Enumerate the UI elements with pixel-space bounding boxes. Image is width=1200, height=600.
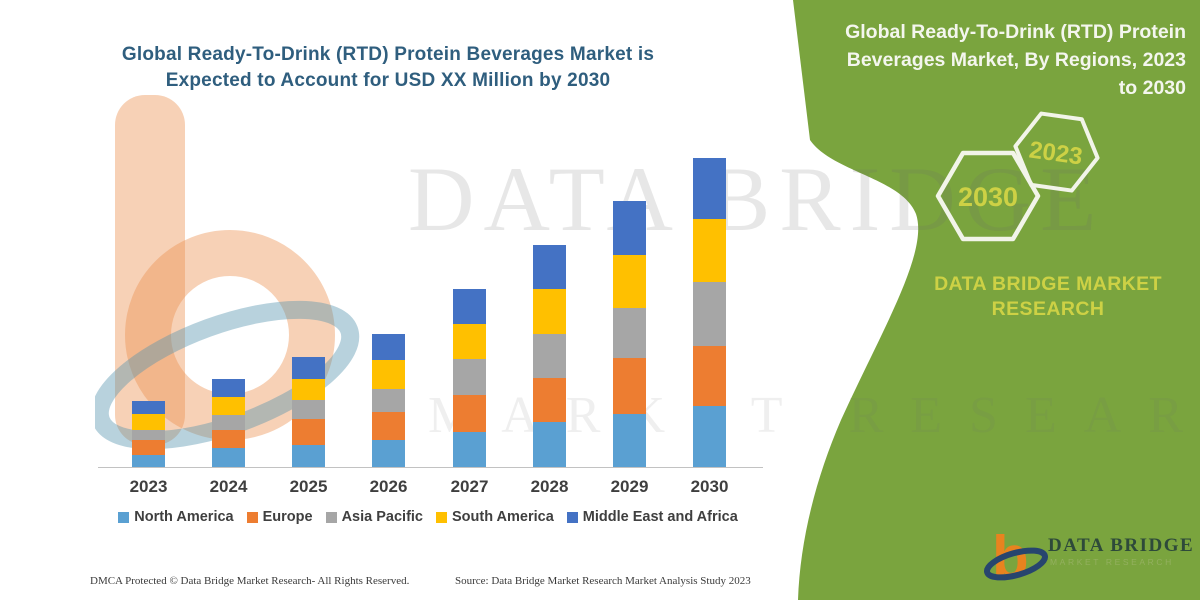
chart-title: Global Ready-To-Drink (RTD) Protein Beve… [58, 42, 718, 94]
brand-text-line2: RESEARCH [991, 298, 1105, 320]
bar-segment-2026-south-america [372, 360, 405, 389]
bar-segment-2023-asia-pacific [132, 430, 165, 440]
x-axis-label-2029: 2029 [610, 477, 649, 496]
bar-segment-2027-europe [453, 395, 486, 432]
side-panel-title-line3: to 2030 [1118, 77, 1186, 99]
dbmr-logo-name: DATA BRIDGE [1048, 535, 1194, 556]
footer-dmca-text: DMCA Protected © Data Bridge Market Rese… [90, 575, 410, 587]
brand-text-line1: DATA BRIDGE MARKET [934, 273, 1162, 295]
bar-segment-2028-north-america [533, 422, 566, 467]
bar-segment-2025-asia-pacific [292, 400, 325, 419]
footer-source-text: Source: Data Bridge Market Research Mark… [455, 575, 751, 587]
legend-label: North America [134, 509, 234, 525]
bar-segment-2027-middle-east-and-africa [453, 289, 486, 324]
bar-segment-2029-middle-east-and-africa [613, 201, 646, 255]
legend-swatch [118, 511, 130, 523]
bar-segment-2030-north-america [693, 406, 726, 467]
bar-segment-2026-europe [372, 412, 405, 440]
x-axis-label-2027: 2027 [450, 477, 489, 496]
legend-swatch [325, 511, 337, 523]
bar-segment-2024-south-america [212, 397, 245, 415]
x-axis-label-2030: 2030 [690, 477, 729, 496]
bar-segment-2027-north-america [453, 432, 486, 467]
x-axis-label-2024: 2024 [209, 477, 248, 496]
bar-segment-2023-europe [132, 440, 165, 455]
legend-swatch [436, 511, 447, 523]
bar-segment-2025-south-america [292, 379, 325, 400]
legend-swatch [566, 511, 578, 523]
brand-text: DATA BRIDGE MARKET RESEARCH [920, 272, 1176, 322]
legend-item-south-america: South America [436, 509, 554, 525]
hexagon-2030-label: 2030 [958, 182, 1018, 212]
bar-segment-2023-north-america [132, 455, 165, 467]
bar-segment-2027-south-america [453, 324, 486, 359]
bar-segment-2024-europe [212, 430, 245, 448]
bar-segment-2025-middle-east-and-africa [292, 357, 325, 379]
bar-segment-2028-middle-east-and-africa [533, 245, 566, 289]
dbmr-logo-tagline: MARKET RESEARCH [1050, 557, 1174, 567]
bar-segment-2026-middle-east-and-africa [372, 334, 405, 360]
legend-label: South America [452, 509, 554, 525]
dbmr-logo: b DATA BRIDGE MARKET RESEARCH [984, 524, 1194, 591]
chart-legend: North America Europe Asia Pacific South Ame… [70, 509, 786, 525]
legend-label: Asia Pacific [341, 509, 423, 525]
bar-segment-2028-south-america [533, 289, 566, 334]
bar-segment-2029-europe [613, 358, 646, 414]
legend-item-north-america: North America [118, 509, 234, 525]
legend-item-asia-pacific: Asia Pacific [325, 509, 423, 525]
bar-segment-2028-europe [533, 378, 566, 422]
bar-segment-2026-asia-pacific [372, 389, 405, 412]
bar-segment-2029-asia-pacific [613, 308, 646, 358]
hexagon-2030 [935, 150, 1041, 242]
bar-segment-2029-south-america [613, 255, 646, 308]
chart-title-line1: Global Ready-To-Drink (RTD) Protein Beve… [121, 44, 655, 65]
x-axis-line [98, 467, 763, 468]
watermark-text-line1: DATA BRIDGE [408, 148, 1106, 250]
legend-label: Europe [262, 509, 313, 525]
chart-title-line2: Expected to Account for USD XX Million b… [165, 70, 611, 91]
bar-segment-2024-middle-east-and-africa [212, 379, 245, 397]
x-axis-label-2023: 2023 [129, 477, 168, 496]
dbmr-logo-swoosh [984, 547, 1048, 581]
side-panel-title: Global Ready-To-Drink (RTD) Protein Beve… [828, 18, 1186, 102]
x-axis-label-2028: 2028 [530, 477, 569, 496]
bar-segment-2027-asia-pacific [453, 359, 486, 395]
bar-segment-2025-north-america [292, 445, 325, 467]
x-axis-label-2025: 2025 [289, 477, 328, 496]
hexagon-2023-label: 2023 [1027, 136, 1084, 170]
bar-segment-2023-middle-east-and-africa [132, 401, 165, 414]
bar-segment-2025-europe [292, 419, 325, 445]
bar-segment-2023-south-america [132, 414, 165, 430]
bar-segment-2028-asia-pacific [533, 334, 566, 378]
side-panel-title-line2: Beverages Market, By Regions, 2023 [846, 49, 1186, 71]
hexagon-2023-group: 2023 [1013, 111, 1100, 193]
legend-label: Middle East and Africa [582, 509, 738, 525]
green-wave-shape [793, 0, 1200, 600]
x-axis-label-2026: 2026 [369, 477, 408, 496]
legend-item-europe: Europe [246, 509, 313, 525]
hexagon-2023 [1013, 111, 1100, 193]
bar-segment-2024-north-america [212, 448, 245, 467]
bar-segment-2026-north-america [372, 440, 405, 467]
bar-segment-2030-middle-east-and-africa [693, 158, 726, 219]
legend-item-middle-east-and-africa: Middle East and Africa [566, 509, 738, 525]
bar-segment-2030-south-america [693, 219, 726, 282]
bar-segment-2030-asia-pacific [693, 282, 726, 346]
bar-segment-2030-europe [693, 346, 726, 406]
legend-swatch [246, 511, 258, 523]
bar-segment-2024-asia-pacific [212, 415, 245, 430]
side-panel-title-line1: Global Ready-To-Drink (RTD) Protein [845, 21, 1186, 43]
bar-segment-2029-north-america [613, 414, 646, 467]
